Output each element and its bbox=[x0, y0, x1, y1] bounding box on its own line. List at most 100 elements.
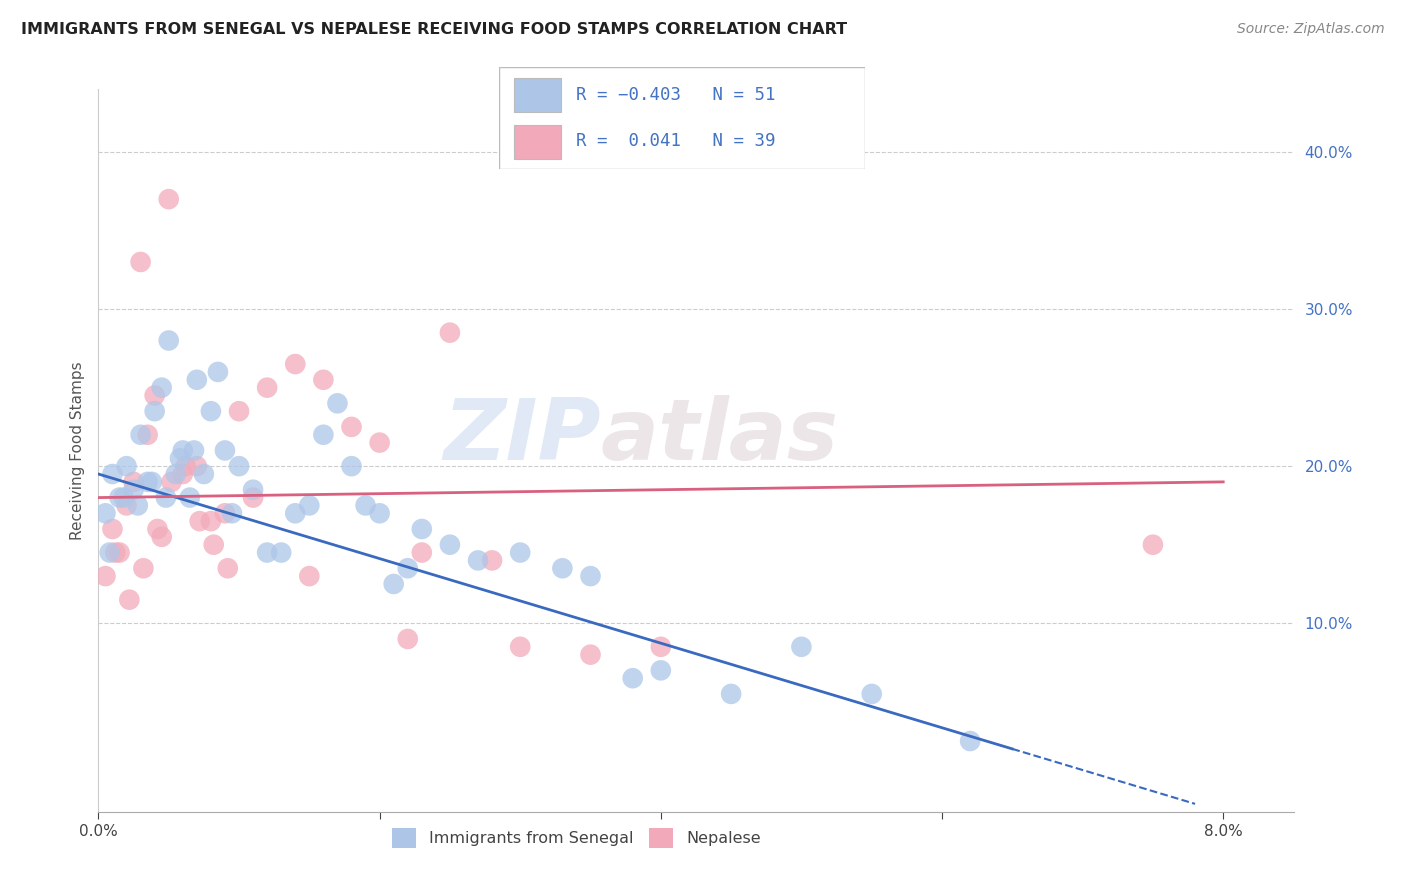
Point bbox=[136, 475, 159, 489]
Point bbox=[720, 687, 742, 701]
Point bbox=[312, 373, 335, 387]
Point bbox=[94, 569, 117, 583]
Point bbox=[94, 506, 117, 520]
Point bbox=[104, 545, 127, 559]
Point bbox=[284, 506, 307, 520]
Point bbox=[193, 467, 215, 481]
Point bbox=[481, 553, 503, 567]
Point bbox=[242, 483, 264, 497]
Point bbox=[202, 538, 225, 552]
Point bbox=[101, 522, 124, 536]
Point bbox=[214, 443, 236, 458]
Point bbox=[650, 640, 672, 654]
Point bbox=[340, 420, 363, 434]
Point bbox=[1142, 538, 1164, 552]
Point bbox=[368, 435, 391, 450]
Point bbox=[172, 467, 194, 481]
Point bbox=[959, 734, 981, 748]
Point bbox=[467, 553, 489, 567]
Point bbox=[214, 506, 236, 520]
Point bbox=[169, 451, 191, 466]
Point bbox=[200, 404, 222, 418]
Point bbox=[860, 687, 883, 701]
Point bbox=[186, 373, 208, 387]
Point bbox=[340, 459, 363, 474]
Point bbox=[143, 388, 166, 402]
Point bbox=[312, 427, 335, 442]
Point bbox=[179, 491, 201, 505]
Point bbox=[579, 648, 602, 662]
Point bbox=[108, 545, 131, 559]
Text: R = −0.403   N = 51: R = −0.403 N = 51 bbox=[576, 87, 775, 104]
Point bbox=[127, 499, 149, 513]
Point bbox=[221, 506, 243, 520]
Point bbox=[157, 334, 180, 348]
Point bbox=[200, 514, 222, 528]
Text: IMMIGRANTS FROM SENEGAL VS NEPALESE RECEIVING FOOD STAMPS CORRELATION CHART: IMMIGRANTS FROM SENEGAL VS NEPALESE RECE… bbox=[21, 22, 848, 37]
Text: ZIP: ZIP bbox=[443, 394, 600, 477]
Point bbox=[122, 475, 145, 489]
Point bbox=[188, 514, 211, 528]
Point bbox=[165, 467, 187, 481]
Bar bbox=[513, 126, 561, 159]
Point bbox=[298, 499, 321, 513]
Point bbox=[396, 561, 419, 575]
Text: Source: ZipAtlas.com: Source: ZipAtlas.com bbox=[1237, 22, 1385, 37]
Point bbox=[115, 499, 138, 513]
Point bbox=[155, 491, 177, 505]
Point bbox=[174, 459, 197, 474]
Point bbox=[183, 443, 205, 458]
Point bbox=[122, 483, 145, 497]
Point bbox=[157, 192, 180, 206]
Point bbox=[217, 561, 239, 575]
Point bbox=[132, 561, 155, 575]
Bar bbox=[513, 78, 561, 112]
Point bbox=[621, 671, 644, 685]
Point bbox=[150, 530, 173, 544]
Point bbox=[439, 326, 461, 340]
Point bbox=[790, 640, 813, 654]
Y-axis label: Receiving Food Stamps: Receiving Food Stamps bbox=[69, 361, 84, 540]
Point bbox=[98, 545, 121, 559]
Point bbox=[509, 545, 531, 559]
Text: R =  0.041   N = 39: R = 0.041 N = 39 bbox=[576, 132, 775, 150]
Point bbox=[112, 491, 135, 505]
Point bbox=[242, 491, 264, 505]
Point bbox=[129, 255, 152, 269]
Point bbox=[411, 522, 433, 536]
Point bbox=[411, 545, 433, 559]
Point bbox=[509, 640, 531, 654]
Point bbox=[270, 545, 292, 559]
Point bbox=[256, 381, 278, 395]
Text: atlas: atlas bbox=[600, 394, 838, 477]
Point bbox=[172, 443, 194, 458]
Point bbox=[579, 569, 602, 583]
Point bbox=[368, 506, 391, 520]
Point bbox=[160, 475, 183, 489]
Point bbox=[143, 404, 166, 418]
Point bbox=[551, 561, 574, 575]
Point bbox=[108, 491, 131, 505]
Point bbox=[101, 467, 124, 481]
Point bbox=[129, 427, 152, 442]
Point bbox=[396, 632, 419, 646]
Point bbox=[228, 404, 250, 418]
Point bbox=[207, 365, 229, 379]
Point bbox=[439, 538, 461, 552]
Point bbox=[228, 459, 250, 474]
Point bbox=[136, 427, 159, 442]
FancyBboxPatch shape bbox=[499, 67, 865, 169]
Point bbox=[650, 664, 672, 678]
Point bbox=[256, 545, 278, 559]
Legend: Immigrants from Senegal, Nepalese: Immigrants from Senegal, Nepalese bbox=[385, 822, 768, 855]
Point bbox=[141, 475, 163, 489]
Point bbox=[186, 459, 208, 474]
Point bbox=[146, 522, 169, 536]
Point bbox=[382, 577, 405, 591]
Point bbox=[150, 381, 173, 395]
Point bbox=[118, 592, 141, 607]
Point bbox=[354, 499, 377, 513]
Point bbox=[298, 569, 321, 583]
Point bbox=[326, 396, 349, 410]
Point bbox=[115, 459, 138, 474]
